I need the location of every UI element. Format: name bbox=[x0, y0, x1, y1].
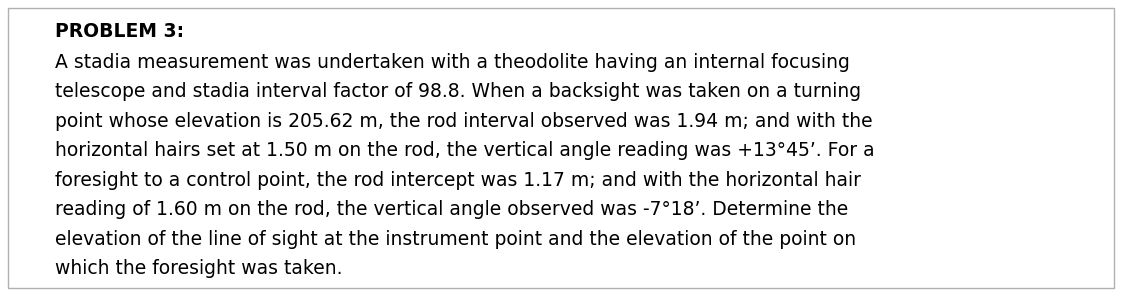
Text: PROBLEM 3:: PROBLEM 3: bbox=[55, 22, 184, 41]
Text: telescope and stadia interval factor of 98.8. When a backsight was taken on a tu: telescope and stadia interval factor of … bbox=[55, 83, 861, 102]
Text: point whose elevation is 205.62 m, the rod interval observed was 1.94 m; and wit: point whose elevation is 205.62 m, the r… bbox=[55, 112, 873, 131]
Text: elevation of the line of sight at the instrument point and the elevation of the : elevation of the line of sight at the in… bbox=[55, 230, 856, 249]
Text: which the foresight was taken.: which the foresight was taken. bbox=[55, 260, 342, 279]
Text: horizontal hairs set at 1.50 m on the rod, the vertical angle reading was +13°45: horizontal hairs set at 1.50 m on the ro… bbox=[55, 141, 875, 160]
Text: reading of 1.60 m on the rod, the vertical angle observed was -7°18’. Determine : reading of 1.60 m on the rod, the vertic… bbox=[55, 200, 848, 219]
Text: foresight to a control point, the rod intercept was 1.17 m; and with the horizon: foresight to a control point, the rod in… bbox=[55, 171, 861, 190]
Text: A stadia measurement was undertaken with a theodolite having an internal focusin: A stadia measurement was undertaken with… bbox=[55, 53, 849, 72]
